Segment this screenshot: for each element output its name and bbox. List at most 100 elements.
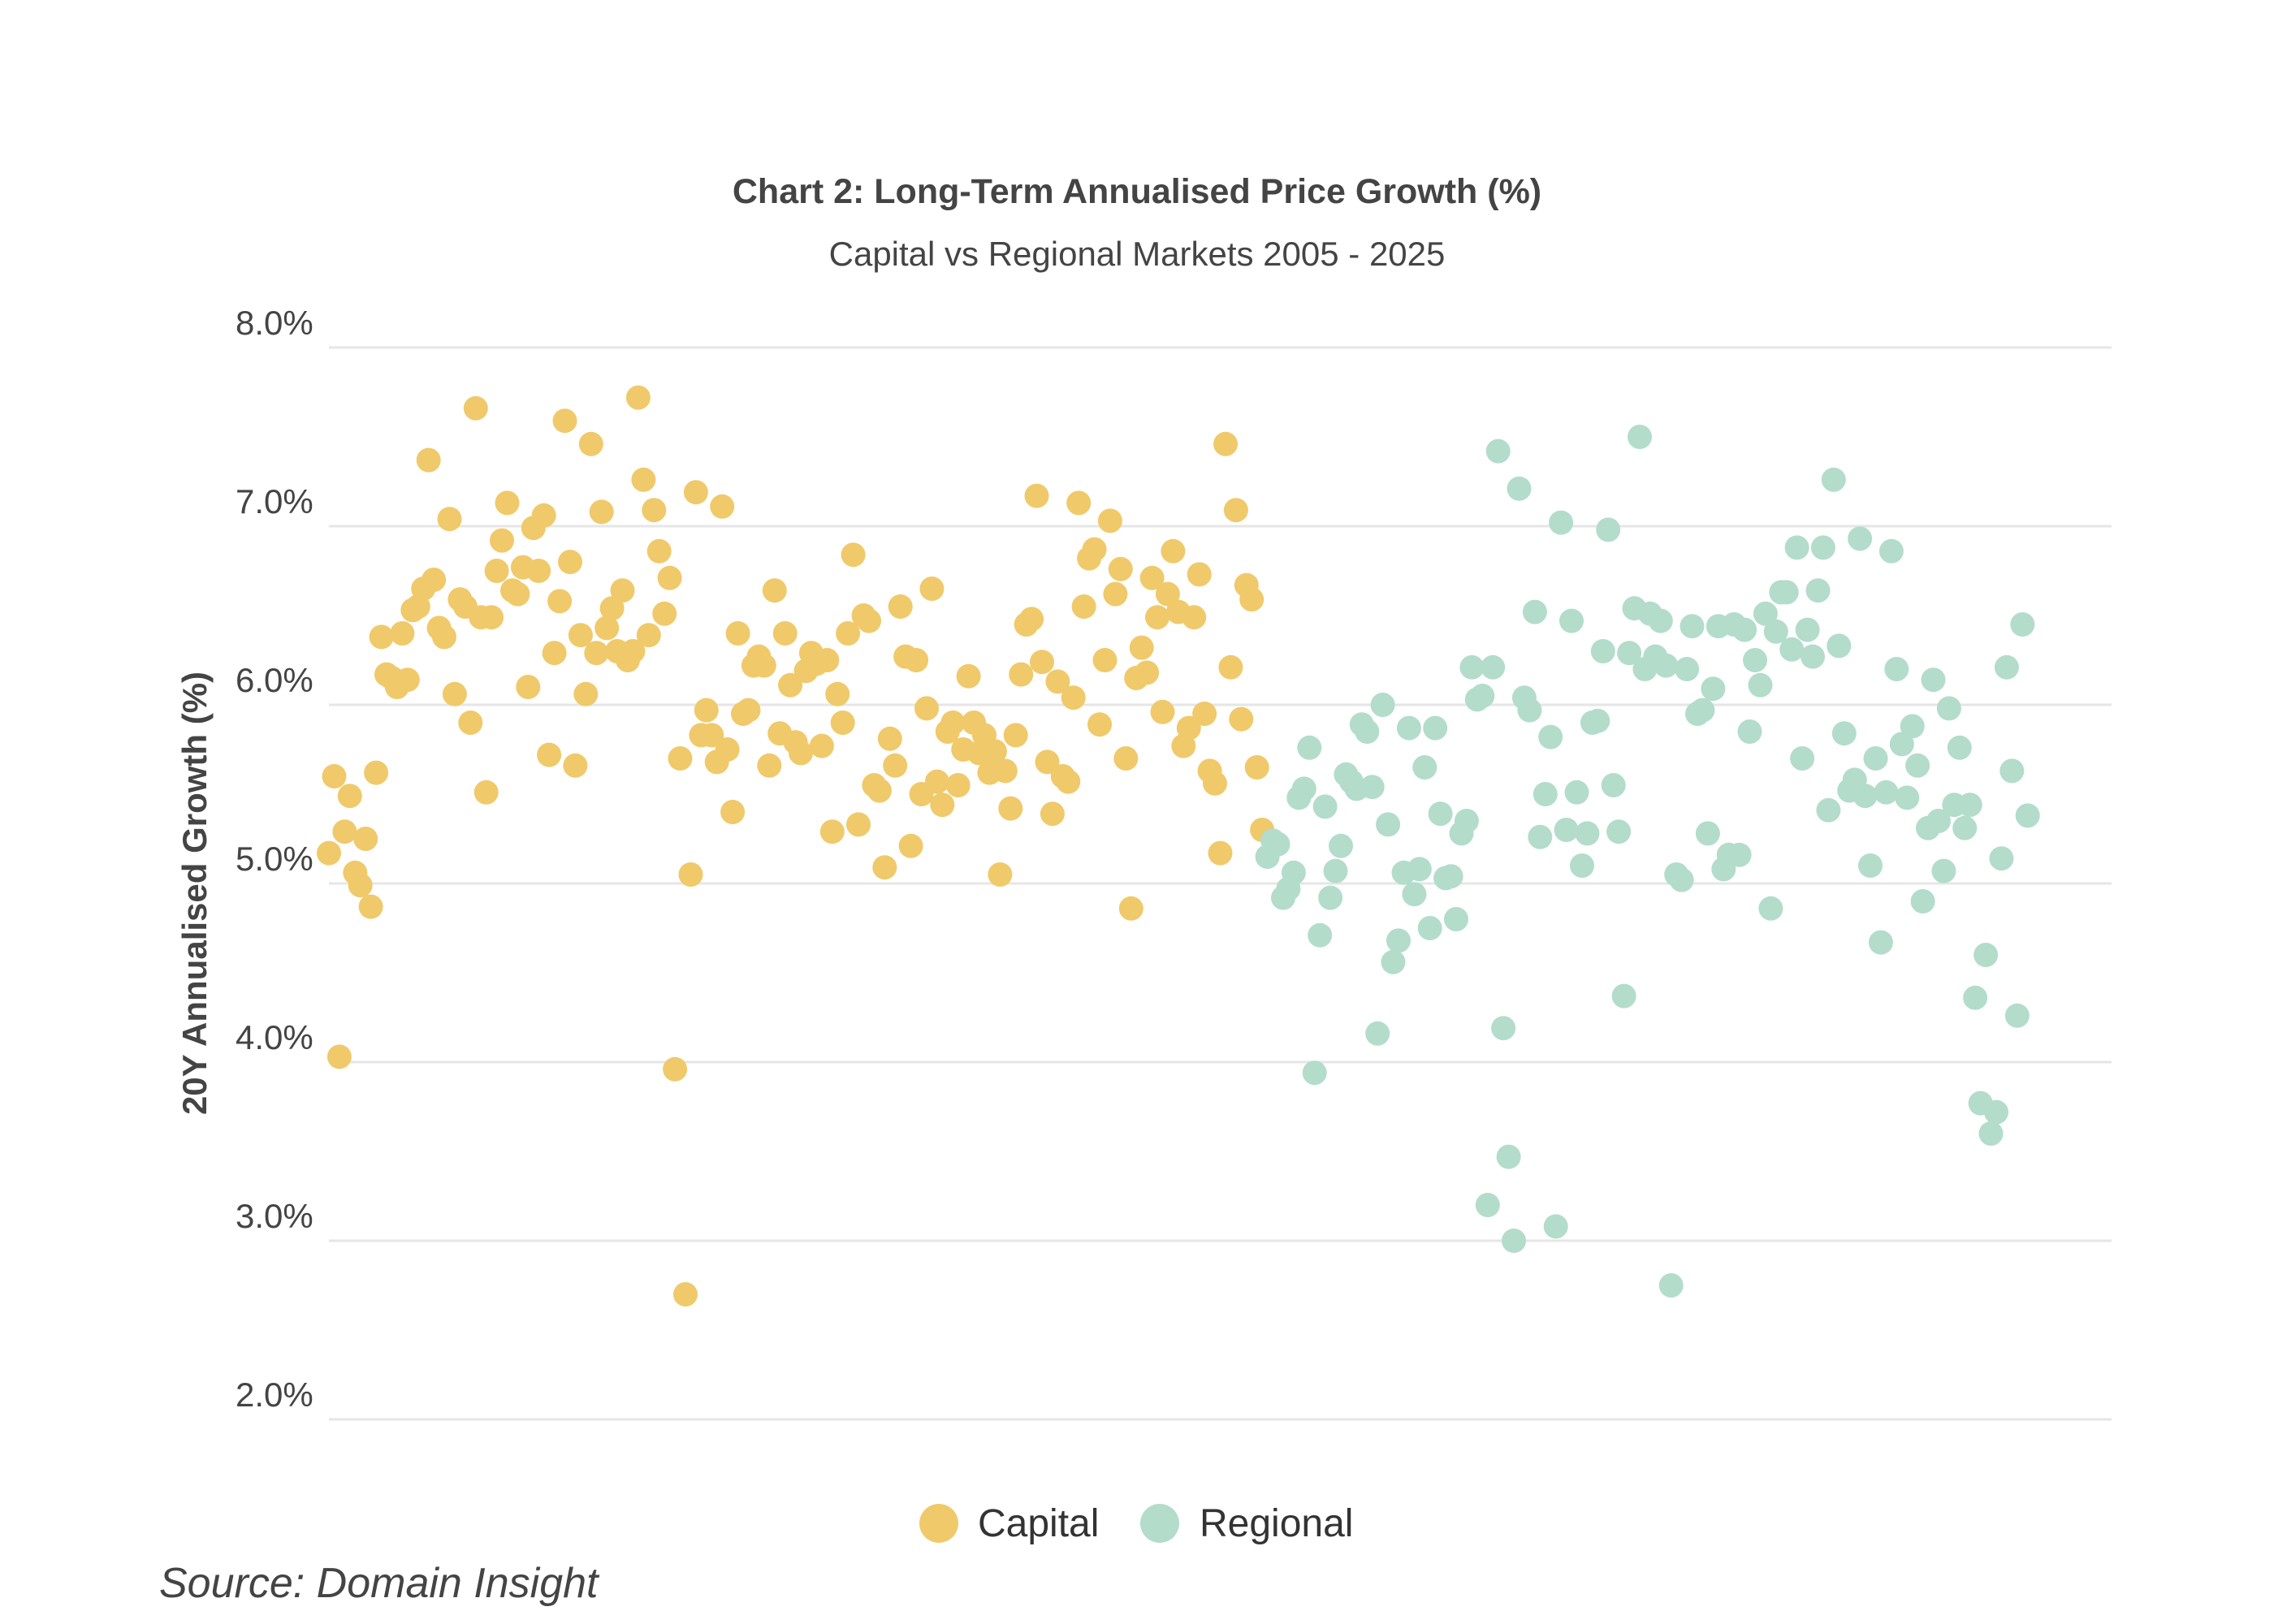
regional-point — [1438, 864, 1463, 889]
y-tick-label: 3.0% — [236, 1197, 313, 1235]
capital-point — [841, 542, 866, 568]
regional-point — [1848, 526, 1873, 551]
regional-point — [1878, 538, 1904, 564]
capital-point — [568, 623, 593, 648]
capital-point — [762, 578, 787, 603]
capital-point — [898, 833, 923, 858]
regional-point — [1559, 608, 1584, 633]
capital-point — [720, 800, 746, 824]
y-axis-label: 20Y Annualised Growth (%) — [175, 672, 214, 1115]
regional-point — [1827, 633, 1852, 659]
chart-subtitle: Capital vs Regional Markets 2005 - 2025 — [829, 235, 1446, 273]
capital-point — [1203, 771, 1227, 796]
regional-point — [1533, 782, 1558, 806]
regional-point — [1606, 819, 1632, 844]
capital-point — [516, 675, 541, 699]
regional-point — [1575, 821, 1600, 846]
regional-point — [1528, 824, 1553, 849]
regional-point — [1779, 637, 1805, 662]
capital-point — [1182, 605, 1207, 630]
capital-point — [772, 621, 798, 646]
capital-point — [526, 559, 551, 583]
regional-point — [1585, 708, 1610, 733]
capital-point — [1082, 537, 1107, 562]
y-tick-label: 4.0% — [236, 1018, 313, 1056]
capital-point — [1129, 635, 1154, 660]
chart-title: Chart 2: Long-Term Annualised Price Grow… — [733, 172, 1541, 211]
capital-point — [657, 565, 682, 590]
capital-point — [473, 780, 499, 805]
regional-point — [1355, 719, 1380, 744]
regional-point — [1732, 617, 1757, 642]
capital-point — [558, 550, 582, 574]
capital-point — [846, 812, 871, 837]
capital-point — [694, 698, 719, 723]
regional-point — [1952, 815, 1978, 840]
capital-point — [358, 894, 383, 919]
capital-point — [1155, 581, 1180, 607]
y-tick-label: 7.0% — [236, 482, 313, 520]
capital-point — [725, 621, 750, 646]
capital-point — [1176, 715, 1201, 741]
regional-point — [1795, 617, 1820, 642]
capital-point — [610, 578, 635, 603]
capital-point — [930, 793, 955, 818]
regional-point — [1743, 648, 1767, 672]
regional-point — [1905, 753, 1930, 778]
capital-point — [326, 1044, 352, 1069]
capital-point — [1040, 801, 1065, 827]
legend-capital-marker — [919, 1504, 958, 1543]
capital-point — [542, 641, 567, 666]
regional-point — [1669, 867, 1694, 892]
regional-point — [1396, 715, 1421, 741]
capital-point — [625, 385, 651, 410]
capital-point — [1024, 483, 1049, 508]
regional-point — [1590, 639, 1615, 663]
regional-point — [1496, 1144, 1521, 1169]
capital-point — [1108, 556, 1133, 581]
capital-point — [710, 494, 735, 519]
legend-capital-label: Capital — [978, 1502, 1099, 1545]
regional-point — [1376, 812, 1401, 837]
regional-point — [1858, 853, 1883, 878]
regional-point — [1648, 608, 1673, 633]
capital-point — [683, 480, 708, 505]
y-tick-label: 5.0% — [236, 840, 313, 878]
regional-point — [1852, 784, 1878, 809]
regional-point — [1485, 438, 1511, 464]
regional-point — [1291, 776, 1316, 801]
regional-point — [1675, 657, 1700, 681]
capital-point — [390, 621, 415, 646]
regional-point — [1428, 801, 1453, 827]
regional-point — [1805, 578, 1831, 603]
capital-point — [1161, 538, 1186, 564]
regional-point — [1957, 793, 1982, 818]
regional-point — [1308, 922, 1333, 948]
capital-point — [1187, 562, 1212, 587]
capital-point — [736, 698, 761, 723]
capital-point — [442, 681, 467, 706]
capital-point — [646, 538, 672, 564]
regional-point — [1801, 644, 1825, 669]
capital-point — [1087, 712, 1112, 737]
regional-point — [1538, 724, 1563, 749]
capital-point — [353, 827, 378, 851]
capital-point — [584, 641, 609, 666]
capital-point — [867, 778, 892, 803]
regional-point — [1329, 833, 1353, 858]
capital-point — [1208, 840, 1233, 866]
capital-point — [809, 733, 834, 758]
regional-point — [1989, 846, 2014, 871]
regional-point — [1680, 614, 1705, 639]
capital-point — [945, 773, 971, 797]
capital-point — [924, 769, 949, 794]
regional-point — [1517, 698, 1542, 723]
regional-point — [1921, 667, 1946, 693]
series-regional — [1255, 425, 2040, 1298]
legend-regional-marker — [1140, 1504, 1179, 1543]
regional-point — [1475, 1193, 1500, 1217]
capital-point — [364, 760, 389, 785]
regional-point — [1774, 580, 1799, 605]
capital-point — [594, 615, 620, 641]
